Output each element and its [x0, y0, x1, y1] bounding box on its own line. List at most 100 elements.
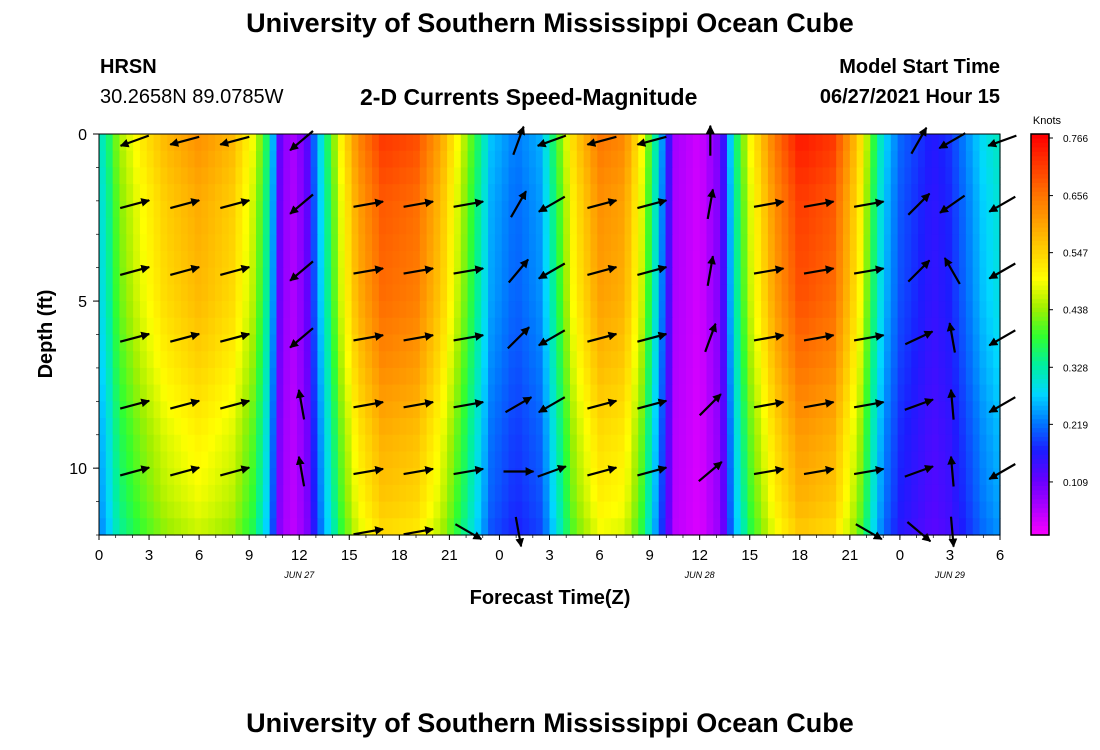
heat-cell: [569, 150, 578, 169]
heat-cell: [105, 184, 114, 202]
heat-cell: [296, 518, 305, 536]
heat-cell: [215, 501, 223, 519]
heat-cell: [774, 301, 783, 319]
heat-cell: [761, 284, 769, 302]
heat-cell: [720, 484, 728, 503]
heat-cell: [153, 418, 162, 436]
colorbar-step: [1031, 392, 1049, 398]
heat-cell: [617, 418, 626, 436]
heat-cell: [529, 401, 537, 419]
heat-cell: [453, 134, 462, 152]
heat-cell: [870, 250, 878, 269]
heat-cell: [583, 434, 592, 453]
heat-cell: [460, 134, 469, 152]
heat-cell: [556, 384, 564, 402]
heat-cell: [194, 150, 202, 169]
heat-cell: [187, 384, 196, 402]
heat-cell: [283, 351, 291, 369]
heat-cell: [699, 200, 708, 219]
heat-cell: [699, 484, 708, 503]
heat-cell: [412, 200, 421, 219]
heat-cell: [296, 501, 305, 519]
heat-cell: [460, 468, 469, 486]
heat-cell: [924, 484, 933, 503]
heat-cell: [385, 401, 394, 419]
heat-cell: [767, 501, 776, 519]
current-vector: [637, 264, 668, 276]
heat-cell: [952, 334, 960, 352]
heat-cell: [843, 401, 851, 419]
heat-cell: [699, 250, 708, 269]
heat-cell: [979, 367, 987, 386]
heat-cell: [904, 301, 912, 319]
heat-cell: [269, 468, 278, 486]
heat-cell: [795, 150, 803, 169]
heat-cell: [945, 200, 953, 219]
heat-cell: [399, 434, 407, 453]
heat-cell: [283, 317, 291, 336]
heat-cell: [733, 334, 742, 352]
heat-cell: [488, 401, 496, 419]
heat-cell: [262, 284, 271, 302]
heat-cell: [378, 301, 387, 319]
heat-cell: [795, 167, 803, 185]
heat-cell: [815, 284, 824, 302]
heat-cell: [754, 518, 762, 536]
heat-cell: [836, 134, 844, 152]
heat-cell: [139, 284, 148, 302]
heat-cell: [706, 451, 714, 469]
heat-cell: [651, 150, 660, 169]
heat-cell: [986, 234, 994, 252]
heat-cell: [310, 468, 319, 486]
heat-cell: [337, 401, 346, 419]
colorbar-step: [1031, 272, 1049, 278]
heat-cell: [372, 301, 380, 319]
current-vector: [636, 135, 667, 147]
heat-cell: [918, 167, 926, 185]
heat-cell: [515, 468, 523, 486]
heat-cell: [938, 150, 946, 169]
heat-cell: [105, 484, 114, 503]
heat-cell: [699, 167, 708, 185]
heat-cell: [952, 518, 960, 536]
heat-cell: [303, 184, 312, 202]
heat-cell: [324, 451, 332, 469]
heat-cell: [883, 434, 892, 453]
heat-cell: [774, 167, 783, 185]
heat-cell: [843, 317, 851, 336]
heat-cell: [296, 200, 305, 219]
heat-cell: [822, 484, 830, 503]
colorbar-step: [1031, 263, 1049, 269]
heat-cell: [993, 484, 1001, 503]
heat-cell: [194, 250, 202, 269]
heat-cell: [119, 250, 127, 269]
heat-cell: [699, 351, 708, 369]
heat-cell: [242, 184, 250, 202]
heat-cell: [924, 401, 933, 419]
heat-cell: [576, 317, 585, 336]
heat-cell: [167, 501, 175, 519]
heat-cell: [419, 518, 428, 536]
x-tick-label: 6: [996, 547, 1004, 564]
heat-cell: [453, 301, 462, 319]
heat-cell: [692, 217, 701, 235]
heat-cell: [481, 434, 489, 453]
heat-cell: [754, 217, 762, 235]
heat-cell: [522, 384, 530, 402]
heat-cell: [774, 250, 783, 269]
heat-cell: [870, 217, 878, 235]
heat-cell: [863, 501, 871, 519]
heat-cell: [235, 334, 243, 352]
heat-cell: [713, 150, 721, 169]
heat-cell: [931, 518, 940, 536]
heat-cell: [610, 267, 619, 285]
heat-cell: [310, 317, 319, 336]
heat-cell: [235, 501, 243, 519]
heat-cell: [522, 284, 530, 302]
heat-cell: [583, 200, 592, 219]
heat-cell: [365, 184, 373, 202]
heat-cell: [522, 301, 530, 319]
heat-cell: [863, 367, 871, 386]
heat-cell: [890, 317, 899, 336]
heat-cell: [651, 234, 660, 252]
